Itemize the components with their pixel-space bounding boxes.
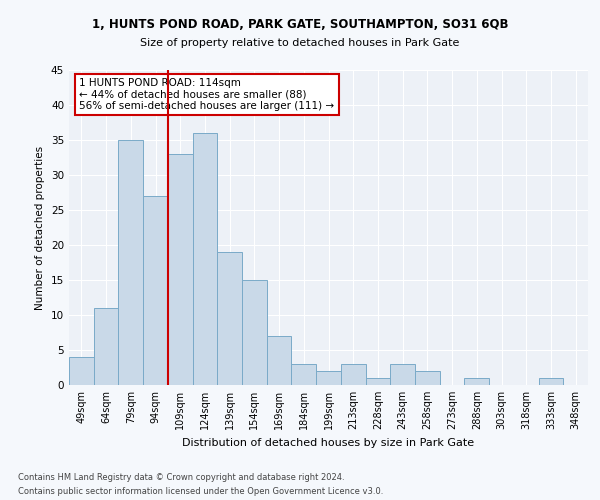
Bar [365,378,390,385]
Y-axis label: Number of detached properties: Number of detached properties [35,146,46,310]
Bar [69,357,94,385]
Bar [341,364,365,385]
Text: Size of property relative to detached houses in Park Gate: Size of property relative to detached ho… [140,38,460,48]
Bar [292,364,316,385]
Bar [217,252,242,385]
Bar [390,364,415,385]
Text: Contains HM Land Registry data © Crown copyright and database right 2024.: Contains HM Land Registry data © Crown c… [18,472,344,482]
Bar [464,378,489,385]
Text: 1, HUNTS POND ROAD, PARK GATE, SOUTHAMPTON, SO31 6QB: 1, HUNTS POND ROAD, PARK GATE, SOUTHAMPT… [92,18,508,30]
Bar [242,280,267,385]
X-axis label: Distribution of detached houses by size in Park Gate: Distribution of detached houses by size … [182,438,475,448]
Bar [168,154,193,385]
Text: 1 HUNTS POND ROAD: 114sqm
← 44% of detached houses are smaller (88)
56% of semi-: 1 HUNTS POND ROAD: 114sqm ← 44% of detac… [79,78,335,111]
Bar [415,371,440,385]
Bar [539,378,563,385]
Bar [94,308,118,385]
Bar [267,336,292,385]
Bar [193,133,217,385]
Bar [143,196,168,385]
Bar [316,371,341,385]
Bar [118,140,143,385]
Text: Contains public sector information licensed under the Open Government Licence v3: Contains public sector information licen… [18,488,383,496]
